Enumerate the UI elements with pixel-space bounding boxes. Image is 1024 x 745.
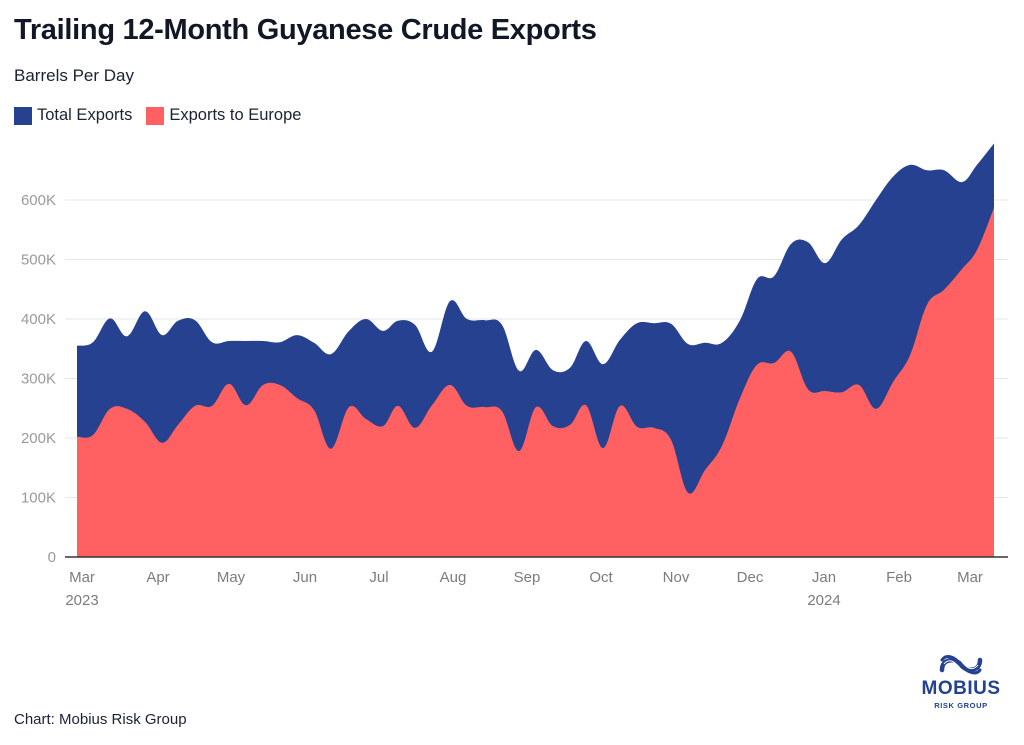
y-tick-label: 200K	[21, 430, 56, 447]
legend-label-europe: Exports to Europe	[169, 106, 302, 124]
x-tick-year-label: 2024	[807, 592, 840, 609]
logo-subtitle: RISK GROUP	[934, 701, 988, 710]
y-tick-label: 100K	[21, 490, 56, 507]
y-tick-label: 0	[48, 549, 56, 566]
source-credit: Chart: Mobius Risk Group	[14, 711, 187, 728]
x-tick-label: Feb	[886, 569, 912, 586]
x-tick-label: Apr	[146, 569, 169, 586]
logo-name: MOBIUS	[921, 678, 1001, 699]
legend-item-exports-europe[interactable]: Exports to Europe	[146, 106, 301, 125]
legend-item-total-exports[interactable]: Total Exports	[14, 106, 132, 125]
x-tick-label: Nov	[663, 569, 690, 586]
infinity-logo-icon	[939, 655, 983, 675]
legend-label-total: Total Exports	[37, 106, 133, 124]
legend: Total Exports Exports to Europe	[14, 106, 315, 125]
y-axis-ticks: 0 100K 200K 300K 400K 500K 600K	[21, 192, 56, 566]
x-tick-label: Dec	[737, 569, 764, 586]
chart-subtitle: Barrels Per Day	[14, 66, 134, 85]
chart-title: Trailing 12-Month Guyanese Crude Exports	[14, 14, 597, 46]
x-tick-label: Jul	[369, 569, 388, 586]
area-exports-europe[interactable]	[77, 207, 994, 557]
x-tick-label: Aug	[440, 569, 467, 586]
legend-swatch-total	[14, 106, 32, 125]
y-tick-label: 300K	[21, 371, 56, 388]
x-tick-label: May	[217, 569, 246, 586]
x-tick-label: Jan	[812, 569, 836, 586]
y-tick-label: 600K	[21, 192, 56, 209]
x-tick-label: Mar	[69, 569, 95, 586]
legend-swatch-europe	[146, 106, 165, 125]
x-tick-year-label: 2023	[65, 592, 98, 609]
x-tick-label: Sep	[514, 569, 541, 586]
x-tick-label: Oct	[589, 569, 613, 586]
x-tick-label: Jun	[293, 569, 317, 586]
y-tick-label: 400K	[21, 311, 56, 328]
x-tick-label: Mar	[957, 569, 983, 586]
x-axis-ticks: Mar 2023 Apr May Jun Jul Aug Sep Oct Nov Dec Jan 202…	[65, 569, 983, 609]
y-tick-label: 500K	[21, 252, 56, 269]
mobius-logo: MOBIUS RISK GROUP	[913, 652, 1009, 710]
